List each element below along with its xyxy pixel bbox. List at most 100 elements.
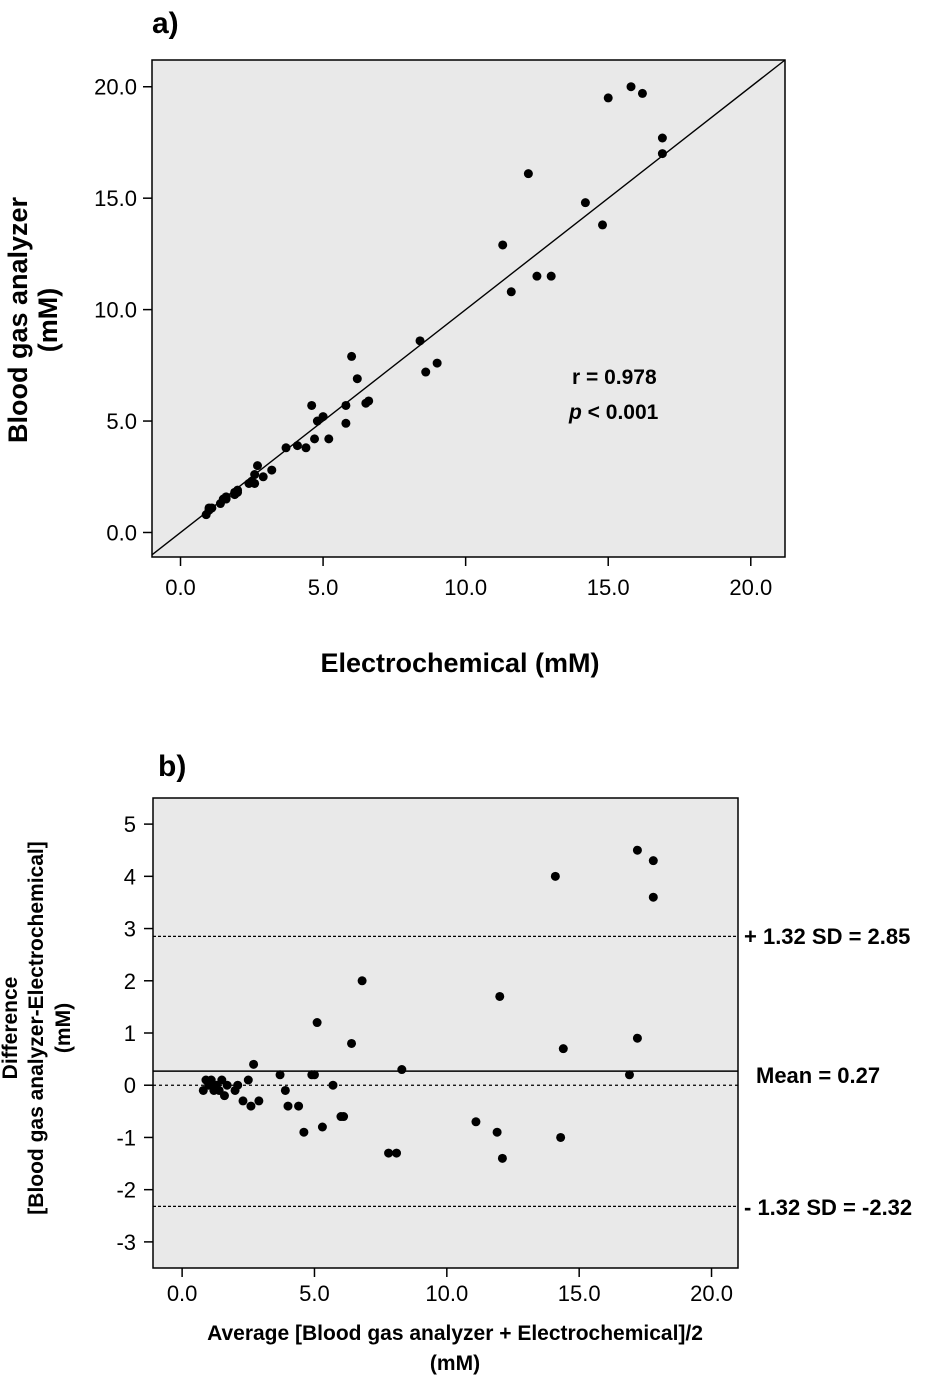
data-point bbox=[250, 470, 260, 480]
data-point bbox=[238, 1096, 248, 1106]
data-point bbox=[281, 443, 291, 453]
data-point bbox=[357, 976, 367, 986]
data-point bbox=[657, 133, 667, 143]
data-point bbox=[556, 1132, 566, 1142]
p-value-label: p < 0.001 bbox=[568, 401, 659, 424]
data-point bbox=[309, 1070, 319, 1080]
plot-b-points bbox=[198, 845, 658, 1163]
data-point bbox=[495, 991, 505, 1001]
y-tick-label: 0 bbox=[124, 1073, 136, 1098]
data-point bbox=[207, 503, 217, 513]
data-point bbox=[397, 1065, 407, 1075]
data-point bbox=[267, 465, 277, 475]
data-point bbox=[243, 1075, 253, 1085]
data-point bbox=[233, 1080, 243, 1090]
x-tick-label: 5.0 bbox=[308, 575, 339, 600]
plot-a-ticks: 0.0 5.0 10.0 15.0 20.0 0.0 5.0 10.0 15.0 20.0 bbox=[94, 75, 772, 600]
plot-a-points bbox=[201, 82, 667, 520]
data-point bbox=[497, 1153, 507, 1163]
data-point bbox=[280, 1085, 290, 1095]
x-tick-label: 5.0 bbox=[299, 1281, 330, 1306]
data-point bbox=[648, 892, 658, 902]
y-tick-label: 15.0 bbox=[94, 186, 137, 211]
data-point bbox=[301, 443, 311, 453]
data-point bbox=[558, 1044, 568, 1054]
y-tick-label: 0.0 bbox=[106, 520, 137, 545]
data-point bbox=[250, 478, 260, 488]
y-tick-label: -2 bbox=[116, 1178, 136, 1203]
data-point bbox=[626, 82, 636, 92]
data-point bbox=[550, 871, 560, 881]
data-point bbox=[347, 351, 357, 361]
y-tick-label: 2 bbox=[124, 969, 136, 994]
data-point bbox=[432, 358, 442, 368]
data-point bbox=[246, 1101, 256, 1111]
data-point bbox=[506, 287, 516, 297]
data-point bbox=[364, 396, 374, 406]
data-point bbox=[292, 441, 302, 451]
y-tick-label: 1 bbox=[124, 1021, 136, 1046]
data-point bbox=[657, 149, 667, 159]
correlation-r-label: r = 0.978 bbox=[572, 366, 657, 389]
y-tick-label: 10.0 bbox=[94, 298, 137, 323]
data-point bbox=[546, 271, 556, 281]
y-tick-label: -1 bbox=[116, 1125, 136, 1150]
data-point bbox=[624, 1070, 634, 1080]
y-tick-label: 20.0 bbox=[94, 75, 137, 100]
x-tick-label: 10.0 bbox=[425, 1281, 468, 1306]
panel-a-label: a) bbox=[152, 7, 179, 40]
y-tick-label: 4 bbox=[124, 864, 136, 889]
data-point bbox=[471, 1117, 481, 1127]
data-point bbox=[339, 1112, 349, 1122]
data-point bbox=[312, 1018, 322, 1028]
plot-b-area: 0.0 5.0 10.0 15.0 20.0 5 4 3 2 1 0 -1 -2 -3 bbox=[116, 797, 739, 1306]
data-point bbox=[283, 1101, 293, 1111]
x-tick-label: 15.0 bbox=[558, 1281, 601, 1306]
x-tick-label: 15.0 bbox=[587, 575, 630, 600]
data-point bbox=[249, 1059, 259, 1069]
data-point bbox=[352, 374, 362, 384]
x-tick-label: 0.0 bbox=[165, 575, 196, 600]
data-point bbox=[347, 1038, 357, 1048]
data-point bbox=[632, 1033, 642, 1043]
lower-limit-label: - 1.32 SD = -2.32 bbox=[744, 1195, 912, 1220]
y-tick-label: -3 bbox=[116, 1230, 136, 1255]
data-point bbox=[258, 472, 268, 482]
plot-b-x-axis-unit: (mM) bbox=[430, 1352, 480, 1375]
plot-b-y-axis-title-line2: [Blood gas analyzer-Electrochemical] bbox=[25, 841, 48, 1214]
data-point bbox=[341, 400, 351, 410]
data-point bbox=[219, 1091, 229, 1101]
data-point bbox=[324, 434, 334, 444]
data-point bbox=[415, 336, 425, 346]
plot-a-y-axis-unit: (mM) bbox=[33, 288, 63, 352]
plot-b-y-axis-unit: (mM) bbox=[52, 1003, 75, 1053]
data-point bbox=[299, 1127, 309, 1137]
data-point bbox=[603, 93, 613, 103]
data-point bbox=[317, 1122, 327, 1132]
data-point bbox=[580, 198, 590, 208]
x-tick-label: 20.0 bbox=[729, 575, 772, 600]
plot-a-x-axis-title: Electrochemical (mM) bbox=[320, 648, 599, 678]
y-tick-label: 3 bbox=[124, 917, 136, 942]
data-point bbox=[341, 418, 351, 428]
data-point bbox=[294, 1101, 304, 1111]
data-point bbox=[275, 1070, 285, 1080]
p-symbol: p bbox=[568, 401, 582, 424]
data-point bbox=[532, 271, 542, 281]
plot-a-y-axis-title: Blood gas analyzer bbox=[3, 196, 33, 443]
x-tick-label: 10.0 bbox=[444, 575, 487, 600]
data-point bbox=[498, 240, 508, 250]
data-point bbox=[392, 1148, 402, 1158]
data-point bbox=[598, 220, 608, 230]
data-point bbox=[632, 845, 642, 855]
y-tick-label: 5 bbox=[124, 812, 136, 837]
plot-b-y-axis-title-line1: Difference bbox=[0, 977, 22, 1080]
data-point bbox=[523, 169, 533, 179]
upper-limit-label: + 1.32 SD = 2.85 bbox=[744, 924, 910, 949]
data-point bbox=[254, 1096, 264, 1106]
data-point bbox=[648, 856, 658, 866]
plot-b-x-axis-title: Average [Blood gas analyzer + Electroche… bbox=[207, 1322, 703, 1345]
y-tick-label: 5.0 bbox=[106, 409, 137, 434]
plot-b-reference-lines bbox=[153, 935, 738, 1207]
